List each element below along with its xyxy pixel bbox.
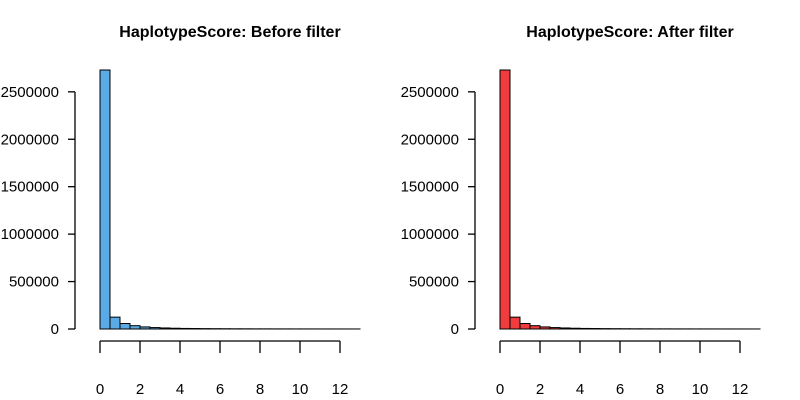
histogram-bar (179, 327, 191, 330)
x-tick-label: 2 (136, 381, 144, 398)
y-tick-label: 0 (51, 321, 59, 338)
x-tick-label: 10 (292, 381, 309, 398)
histogram-bar (509, 316, 521, 330)
x-axis: 0 2 4 6 8 10 12 (496, 340, 749, 398)
histogram-bar (139, 326, 151, 330)
x-tick-label: 8 (256, 381, 264, 398)
histogram-bar (119, 322, 131, 330)
y-tick-label: 500000 (9, 274, 59, 291)
histogram-bar (559, 327, 571, 330)
x-tick-label: 10 (692, 381, 709, 398)
histogram-bar (539, 326, 551, 330)
x-tick-label: 4 (176, 381, 184, 398)
histogram-bar (549, 327, 561, 330)
after-filter-panel: HaplotypeScore: After filter 05000001000… (401, 24, 761, 398)
histogram-bar (109, 316, 121, 330)
x-tick-label: 6 (616, 381, 624, 398)
x-tick-label: 2 (536, 381, 544, 398)
histogram-bar (169, 327, 181, 330)
x-tick-label: 0 (496, 381, 504, 398)
histogram-bar (159, 327, 171, 330)
y-tick-label: 1500000 (401, 179, 459, 196)
chart-title: HaplotypeScore: Before filter (119, 24, 340, 41)
x-tick-label: 0 (96, 381, 104, 398)
histogram-bar (499, 69, 511, 330)
bar-group (499, 69, 761, 330)
y-tick-label: 2500000 (401, 84, 459, 101)
y-tick-label: 0 (451, 321, 459, 338)
y-tick-label: 1000000 (401, 226, 459, 243)
histogram-bar (99, 69, 111, 330)
histogram-bar (569, 327, 581, 330)
y-axis: 0 500000 1000000 1500000 2000000 2500000 (401, 84, 476, 338)
y-tick-label: 500000 (409, 274, 459, 291)
x-axis: 0 2 4 6 8 10 12 (96, 340, 349, 398)
y-tick-label: 1500000 (1, 179, 59, 196)
histogram-bar (519, 322, 531, 330)
y-tick-label: 2000000 (401, 131, 459, 148)
bar-group (99, 69, 361, 330)
x-tick-label: 6 (216, 381, 224, 398)
y-tick-label: 1000000 (1, 226, 59, 243)
histogram-bar (529, 325, 541, 330)
x-tick-label: 8 (656, 381, 664, 398)
chart-title: HaplotypeScore: After filter (526, 24, 733, 41)
histogram-bar (149, 327, 161, 330)
y-axis: 0 500000 1000000 1500000 2000000 2500000 (1, 84, 76, 338)
histogram-bar (579, 327, 591, 330)
histogram-bar (129, 325, 141, 330)
before-filter-panel: HaplotypeScore: Before filter 0500000100… (1, 24, 361, 398)
x-tick-label: 12 (732, 381, 749, 398)
y-tick-label: 2000000 (1, 131, 59, 148)
x-tick-label: 12 (332, 381, 349, 398)
y-tick-label: 2500000 (1, 84, 59, 101)
x-tick-label: 4 (576, 381, 584, 398)
